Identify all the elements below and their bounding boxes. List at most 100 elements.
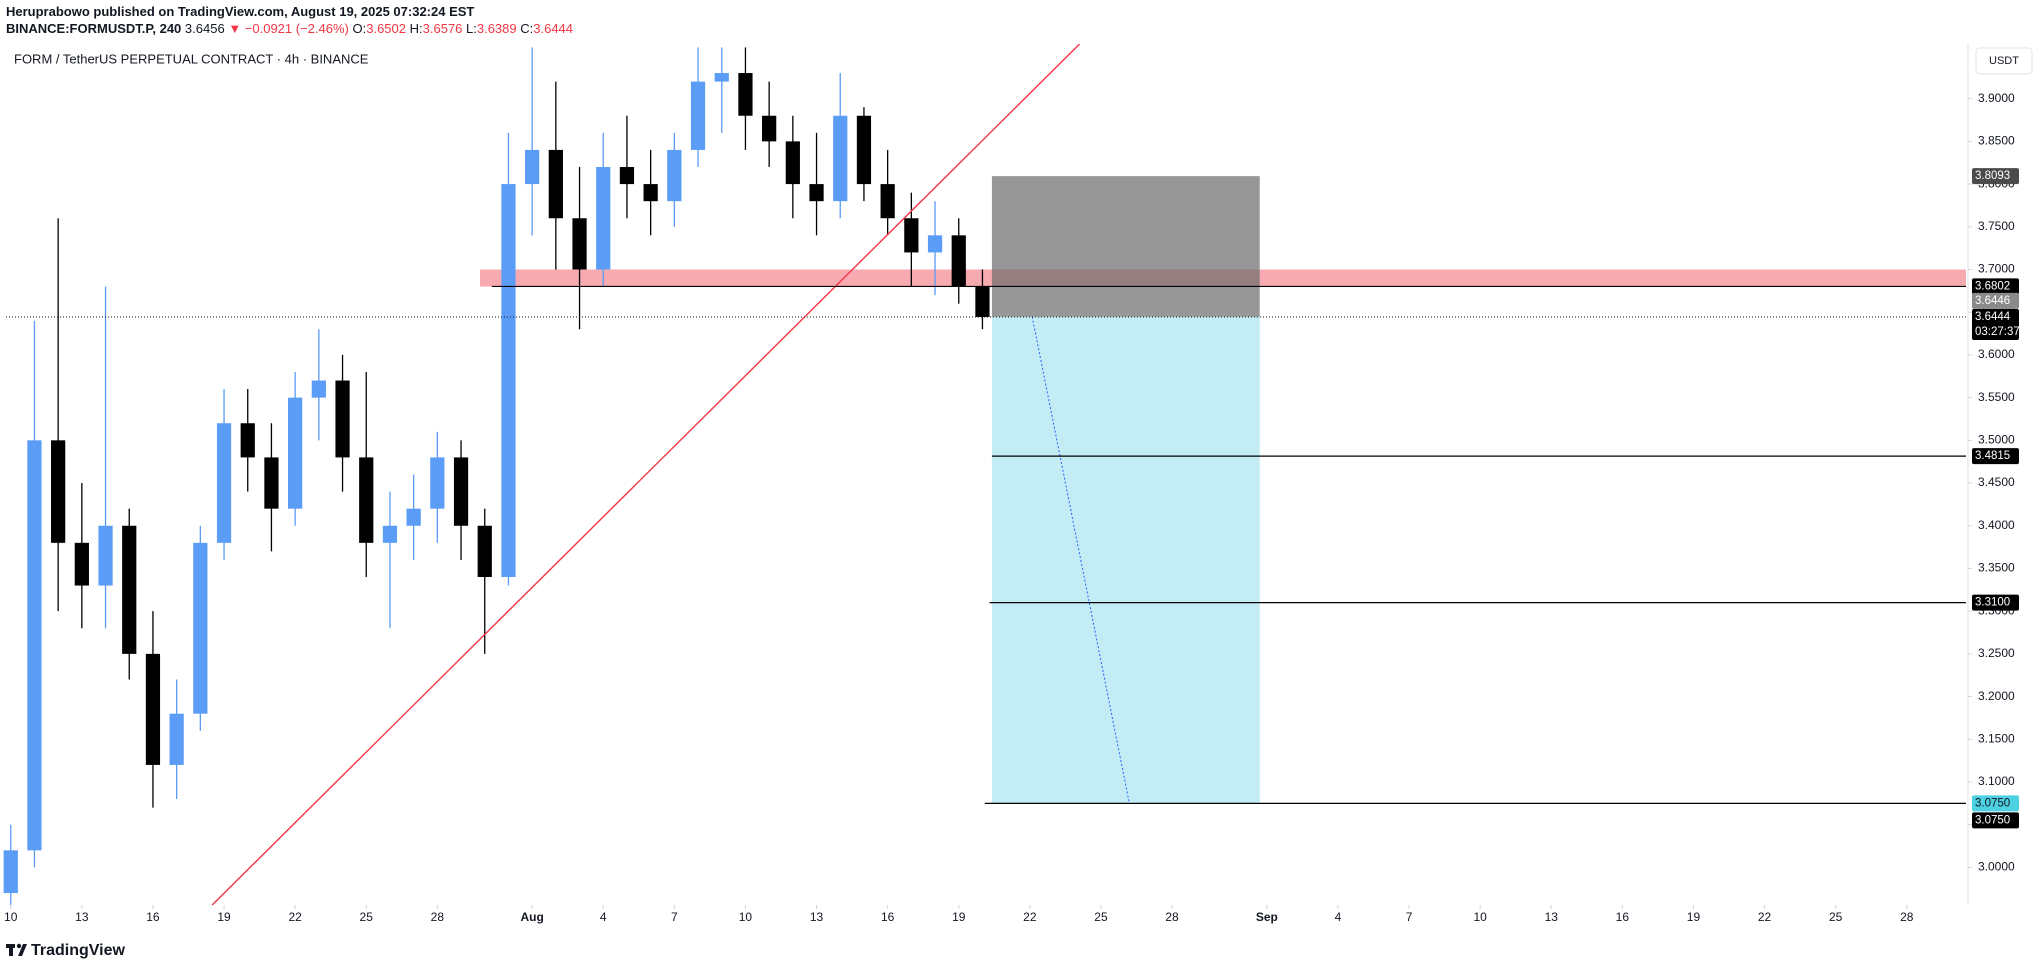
price-tag-label: 3.4815	[1975, 450, 2010, 462]
x-tick-label: 7	[1406, 910, 1413, 924]
candle-body	[216, 423, 232, 543]
candle-body	[548, 149, 563, 219]
price-tag-label: 3.0750	[1975, 814, 2010, 826]
ohlc-o: 3.6502	[366, 21, 406, 36]
candle-body	[572, 218, 587, 270]
candle-body	[27, 440, 42, 851]
x-tick-label: 25	[1829, 910, 1843, 924]
x-tick-label: 13	[75, 910, 89, 924]
brand: TradingView	[31, 942, 126, 959]
candle-body	[406, 508, 421, 526]
candle-body	[335, 380, 350, 458]
y-tick-label: 3.5000	[1978, 433, 2015, 447]
y-tick-label: 3.3500	[1978, 561, 2015, 575]
candle-body	[880, 184, 895, 219]
x-tick-label: 13	[1545, 910, 1559, 924]
price-tag-label: 3.6446	[1975, 295, 2010, 307]
candle-body	[833, 115, 848, 202]
candle-body	[690, 81, 706, 150]
x-tick-label: 13	[810, 910, 824, 924]
x-tick-label: 25	[1094, 910, 1108, 924]
price-tag-label: 3.6802	[1975, 280, 2010, 292]
y-tick-label: 3.7500	[1978, 219, 2015, 233]
x-tick-label: Sep	[1256, 910, 1278, 924]
x-tick-label: 28	[1900, 910, 1914, 924]
candle-body	[311, 380, 326, 398]
chart-title: FORM / TetherUS PERPETUAL CONTRACT · 4h …	[14, 51, 369, 66]
candle-body	[738, 73, 753, 116]
countdown: 03:27:37	[1975, 326, 2020, 338]
x-tick-label: 22	[1023, 910, 1037, 924]
currency-button[interactable]	[1975, 47, 2033, 75]
candle-body	[240, 423, 255, 458]
x-tick-label: 16	[1616, 910, 1630, 924]
price-tag	[1972, 448, 2019, 465]
publisher-text: Heruprabowo published on TradingView.com…	[6, 4, 475, 19]
logo	[6, 943, 27, 956]
y-tick-label: 3.8500	[1978, 134, 2015, 148]
y-tick-label: 3.1000	[1978, 774, 2015, 788]
x-tick-label: 22	[288, 910, 302, 924]
candle-body	[975, 286, 990, 317]
candle-body	[501, 184, 516, 578]
price-tag-label: 3.6444	[1975, 311, 2011, 323]
candle-body	[288, 397, 303, 509]
candle-body	[145, 653, 161, 765]
symbol: BINANCE:FORMUSDT.P, 240	[6, 21, 182, 36]
ohlc-c: 3.6444	[533, 21, 574, 36]
ohlc-h-label: H:	[409, 21, 423, 36]
x-tick-label: 28	[1165, 910, 1179, 924]
candle-body	[525, 149, 540, 185]
x-tick-label: 22	[1758, 910, 1772, 924]
candle-body	[951, 235, 966, 287]
ohlc-l: 3.6389	[476, 21, 517, 36]
price-tag-label: 3.0750	[1975, 797, 2010, 809]
x-tick-label: 10	[1473, 910, 1487, 924]
candle-body	[643, 184, 658, 202]
price-tag	[1972, 308, 2019, 340]
x-tick-label: 19	[1687, 910, 1701, 924]
ohlc-o-label: O:	[352, 21, 367, 36]
candle-body	[453, 457, 469, 526]
publisher: Heruprabowo published on TradingView.com…	[6, 4, 474, 19]
x-tick-label: 16	[881, 910, 895, 924]
y-tick-label: 3.9000	[1978, 91, 2015, 105]
x-tick-label: 28	[431, 910, 445, 924]
plot-area	[3, 44, 1966, 906]
trendline	[211, 44, 1081, 906]
price-tag-label: 3.8093	[1975, 170, 2010, 182]
candle-body	[619, 167, 635, 185]
price-tag	[1972, 278, 2019, 295]
x-tick-label: 16	[146, 910, 160, 924]
y-tick-label: 3.2000	[1978, 689, 2015, 703]
y-tick-label: 3.4000	[1978, 518, 2015, 532]
price-tag-label: 3.3100	[1975, 597, 2010, 609]
candle-body	[430, 457, 445, 509]
y-tick-label: 3.2500	[1978, 646, 2015, 660]
y-tick-label: 3.5500	[1978, 390, 2015, 404]
candle-body	[809, 184, 824, 202]
x-tick-label: 10	[739, 910, 753, 924]
y-tick-label: 3.6000	[1978, 347, 2015, 361]
ohlc-h: 3.6576	[422, 21, 463, 36]
price-tag	[1972, 812, 2019, 829]
candle-body	[359, 457, 374, 543]
candle-body	[74, 542, 89, 586]
x-tick-label: 19	[217, 910, 231, 924]
chart: FORM / TetherUS PERPETUAL CONTRACT · 4h …	[3, 44, 2033, 959]
target-area	[991, 316, 1260, 804]
currency: USDT	[1989, 55, 2019, 67]
x-tick-label: 25	[360, 910, 374, 924]
candle-body	[667, 149, 682, 202]
y-tick-label: 3.7000	[1978, 262, 2015, 276]
candle-body	[856, 115, 872, 185]
candle-body	[264, 457, 279, 509]
price-tag	[1972, 795, 2019, 812]
x-tick-label: 4	[1335, 910, 1342, 924]
ohlc-l-label: L:	[466, 21, 477, 36]
y-tick-label: 3.1500	[1978, 731, 2015, 745]
stop-area	[991, 176, 1260, 317]
ohlc-c-label: C:	[520, 21, 534, 36]
x-tick-label: 4	[600, 910, 607, 924]
